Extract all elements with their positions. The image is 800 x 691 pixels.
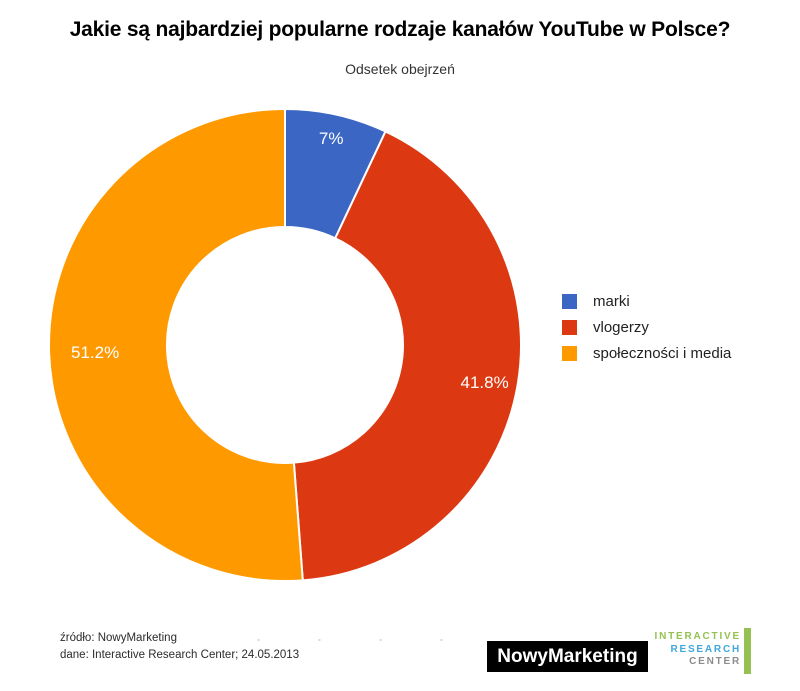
donut-slice-vlogerzy (292, 130, 522, 582)
slice-label-vlogerzy: 41.8% (460, 373, 508, 392)
legend-swatch (562, 345, 577, 361)
footer-data-line: dane: Interactive Research Center; 24.05… (60, 649, 300, 661)
legend-label: vlogerzy (593, 318, 649, 336)
dotted-separator (228, 639, 480, 641)
donut-chart: 7% 41.8% 51.2% (48, 107, 522, 582)
page-title: Jakie są najbardziej popularne rodzaje k… (69, 18, 731, 41)
slice-label-społeczności-i-media: 51.2% (71, 343, 119, 362)
nowymarketing-logo-text: NowyMarketing (497, 646, 638, 667)
donut-slice-społeczności-i-media (48, 107, 304, 582)
legend-swatch (562, 293, 577, 309)
irc-logo: INTERACTIVE RESEARCH CENTER (621, 631, 741, 669)
irc-logo-bar (744, 628, 751, 674)
slice-label-marki: 7% (319, 129, 344, 148)
irc-logo-line-research: RESEARCH (670, 643, 741, 655)
legend-item-vlogerzy: vlogerzy (562, 318, 731, 336)
footer-source-line: źródło: NowyMarketing (60, 632, 177, 644)
legend: marki vlogerzy społeczności i media (562, 292, 732, 362)
footer-text: źródło: NowyMarketing dane: Interactive … (60, 630, 299, 664)
chart-subtitle: Odsetek obejrzeń (345, 61, 455, 77)
irc-logo-line-interactive: INTERACTIVE (654, 631, 741, 642)
legend-item-społeczności-i-media: społeczności i media (562, 344, 732, 362)
legend-label: społeczności i media (593, 344, 732, 362)
legend-swatch (562, 319, 577, 335)
legend-item-marki: marki (562, 292, 731, 310)
irc-logo-line-center: CENTER (689, 656, 741, 667)
legend-label: marki (593, 292, 630, 310)
nowymarketing-logo: NowyMarketing (487, 641, 648, 672)
